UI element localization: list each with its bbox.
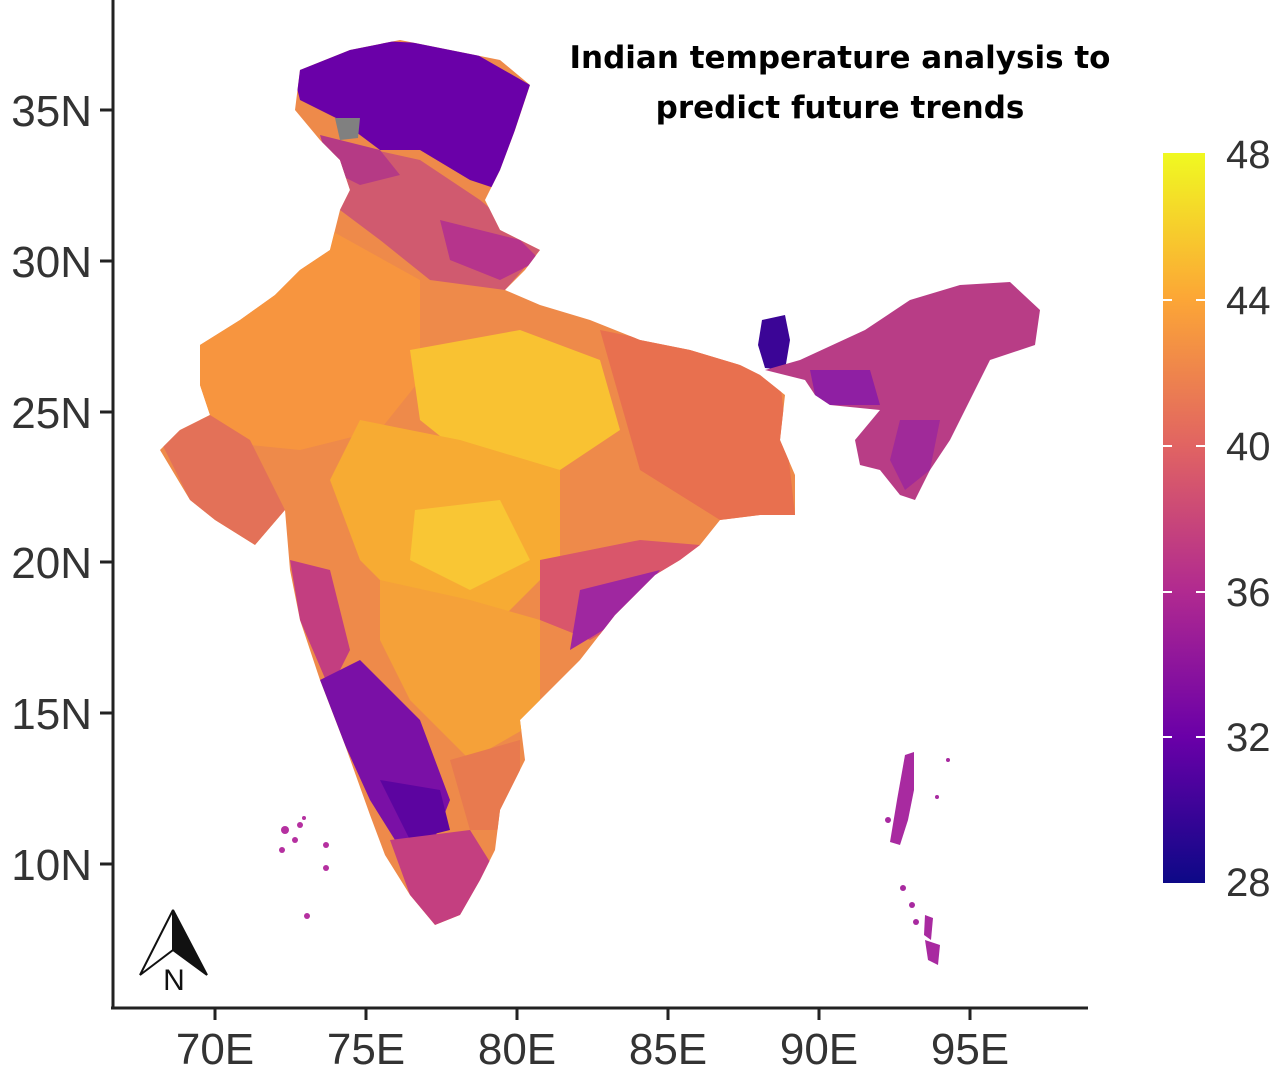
north-arrow-icon: N — [139, 909, 208, 997]
kashmir-region — [290, 40, 530, 190]
meghalaya-region — [810, 370, 880, 405]
y-tick-label: 30N — [11, 238, 92, 287]
south-plateau-region — [380, 580, 540, 760]
map-title-line-1: Indian temperature analysis to — [570, 40, 1111, 76]
colorbar — [1163, 153, 1205, 883]
nilgiri-region — [380, 780, 450, 840]
north-label: N — [163, 964, 185, 997]
colorbar-label: 32 — [1226, 716, 1271, 760]
colorbar-label: 28 — [1226, 861, 1271, 905]
colorbar-label: 36 — [1226, 571, 1271, 615]
map-title-line-2: predict future trends — [656, 90, 1025, 126]
y-tick-label: 15N — [11, 690, 92, 739]
x-tick-label: 70E — [176, 1025, 254, 1069]
mizoram-region — [890, 420, 940, 490]
sikkim-region — [758, 315, 790, 370]
colorbar-label: 48 — [1226, 133, 1271, 177]
east-plains-region — [600, 330, 795, 520]
uttarakhand-region — [440, 220, 540, 280]
india-temperature-regions — [160, 40, 795, 925]
konkan-region — [290, 560, 350, 690]
andaman-nicobar-islands — [885, 752, 950, 965]
colorbar-ticks — [1163, 299, 1205, 738]
x-axis-ticks: 70E 75E 80E 85E 90E 95E — [176, 1008, 1009, 1069]
colorbar-label: 44 — [1226, 279, 1271, 323]
x-tick-label: 80E — [478, 1025, 556, 1069]
y-tick-label: 25N — [11, 389, 92, 438]
y-tick-label: 35N — [11, 87, 92, 136]
coastal-purple-patch — [570, 570, 660, 650]
gujarat-region — [160, 415, 285, 545]
colorbar-label: 40 — [1226, 425, 1271, 469]
central-hot-region — [410, 330, 620, 470]
y-tick-label: 10N — [11, 841, 92, 890]
y-tick-label: 20N — [11, 539, 92, 588]
rajasthan-region — [200, 230, 420, 450]
lakshadweep-islands — [279, 816, 329, 919]
no-data-region — [335, 118, 360, 140]
y-axis-ticks: 35N 30N 25N 20N 15N 10N — [11, 87, 113, 890]
deccan-hot-region — [410, 500, 530, 590]
northeast-region — [765, 282, 1040, 500]
x-tick-label: 75E — [327, 1025, 405, 1069]
x-tick-label: 90E — [780, 1025, 858, 1069]
x-tick-label: 85E — [629, 1025, 707, 1069]
x-tick-label: 95E — [931, 1025, 1009, 1069]
